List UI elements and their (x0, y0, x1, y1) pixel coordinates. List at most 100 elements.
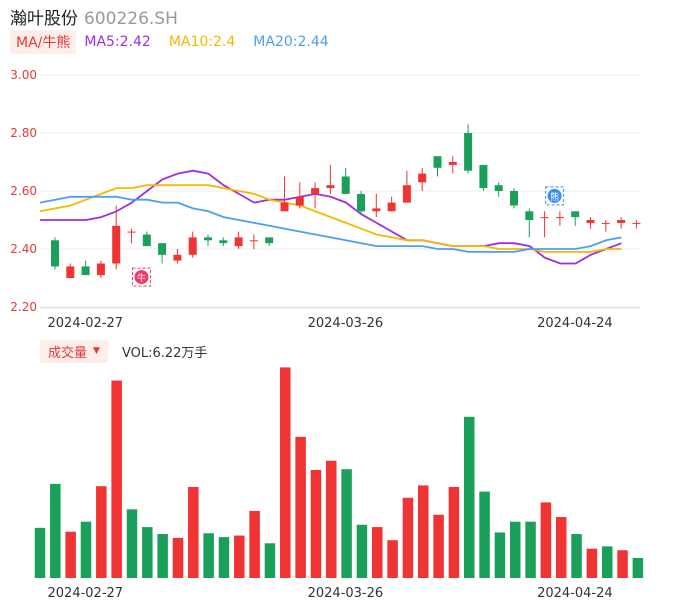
candle (479, 164, 488, 191)
candle-body (357, 193, 365, 212)
volume-bar (218, 537, 230, 578)
volume-bar (65, 531, 76, 578)
candle (127, 228, 136, 244)
candle-body (158, 243, 167, 255)
volume-bar (341, 469, 352, 578)
volume-bar (142, 527, 153, 578)
volume-bar (601, 546, 613, 578)
candle (525, 208, 534, 238)
candle-body (204, 237, 212, 241)
candle-body (387, 202, 396, 212)
bull-marker-icon: 牛 (132, 267, 151, 287)
candle (311, 182, 320, 209)
candle-body (173, 254, 182, 261)
candle-body (112, 225, 121, 264)
candle-body (601, 222, 610, 224)
volume-bar (494, 532, 506, 578)
volume-bar (463, 416, 475, 578)
y-tick-label: 2.80 (10, 126, 37, 140)
candle (249, 234, 258, 249)
marker-badge (134, 270, 149, 285)
y-tick-label: 3.00 (10, 68, 37, 82)
candle-body (142, 234, 151, 247)
volume-bar (525, 521, 536, 578)
volume-bar (571, 534, 582, 578)
candle-body (586, 220, 595, 223)
candle-body (418, 173, 427, 183)
candle (418, 167, 427, 191)
candle (402, 170, 411, 203)
ma10-value: MA10:2.4 (168, 34, 236, 50)
y-tick-label: 2.60 (10, 184, 37, 198)
candle (173, 249, 182, 264)
volume-bar (80, 521, 92, 578)
volume-bar (203, 533, 214, 578)
stock-code: 600226.SH (84, 9, 178, 29)
candle-body (540, 217, 549, 219)
volume-bar (126, 509, 138, 578)
candle-body (617, 220, 626, 223)
price-x-tick-label: 2024-02-27 (48, 316, 124, 331)
candle (555, 211, 564, 226)
candle-body (510, 191, 518, 206)
marker-frame (545, 186, 565, 206)
candle (66, 263, 75, 278)
candle (387, 196, 396, 212)
candle-body (326, 185, 335, 189)
volume-bar (479, 491, 490, 578)
volume-bar (172, 537, 184, 578)
candle-body (448, 162, 457, 165)
volume-bar (555, 517, 567, 578)
stock-header: 瀚叶股份 600226.SH (10, 4, 178, 29)
candle (464, 124, 473, 174)
volume-bar (96, 486, 107, 578)
volume-indicator-label: 成交量 (48, 345, 88, 361)
candle-body (433, 156, 442, 168)
candle (510, 188, 518, 209)
candle (601, 220, 610, 232)
volume-x-tick-label: 2024-04-24 (537, 586, 613, 601)
candle (188, 231, 197, 258)
volume-bar (34, 527, 46, 578)
volume-value: VOL:6.22万手 (121, 345, 208, 361)
volume-bar (448, 486, 460, 578)
caret-down-icon: ▼ (93, 346, 100, 356)
candle-body (494, 185, 503, 191)
ma-legend: MA/牛熊 MA5:2.42 MA10:2.4 MA20:2.44 (10, 30, 347, 54)
volume-bar (586, 548, 598, 578)
candle-body (464, 133, 473, 171)
volume-legend: 成交量 ▼ VOL:6.22万手 (40, 339, 208, 363)
candle-body (219, 240, 228, 244)
candle-body (555, 217, 564, 219)
volume-indicator-dropdown[interactable]: 成交量 ▼ (40, 339, 108, 363)
candle (448, 156, 457, 174)
ma5-line (40, 169, 622, 265)
ma20-line (39, 195, 622, 253)
candle (540, 211, 549, 238)
candle (112, 205, 121, 270)
candle (586, 217, 595, 229)
ma20-value: MA20:2.44 (253, 34, 329, 50)
candle-body (571, 211, 580, 218)
candle (617, 217, 626, 229)
candle-body (295, 196, 304, 206)
candle (96, 260, 105, 278)
candle-body (96, 263, 105, 276)
candle (341, 167, 350, 194)
y-tick-label: 2.20 (10, 300, 37, 314)
volume-bar (326, 460, 337, 578)
volume-bar (249, 510, 260, 578)
price-x-tick-label: 2024-03-26 (308, 316, 384, 331)
candle (632, 220, 641, 229)
volume-bar (402, 497, 414, 578)
ma-indicator-tag[interactable]: MA/牛熊 (10, 30, 77, 54)
volume-bar (356, 524, 368, 578)
candle-body (372, 208, 381, 212)
marker-frame (132, 267, 151, 287)
volume-bar (295, 436, 306, 578)
volume-bar (509, 521, 521, 578)
candle (51, 237, 59, 270)
candle (494, 182, 503, 197)
candle-body (280, 202, 289, 212)
